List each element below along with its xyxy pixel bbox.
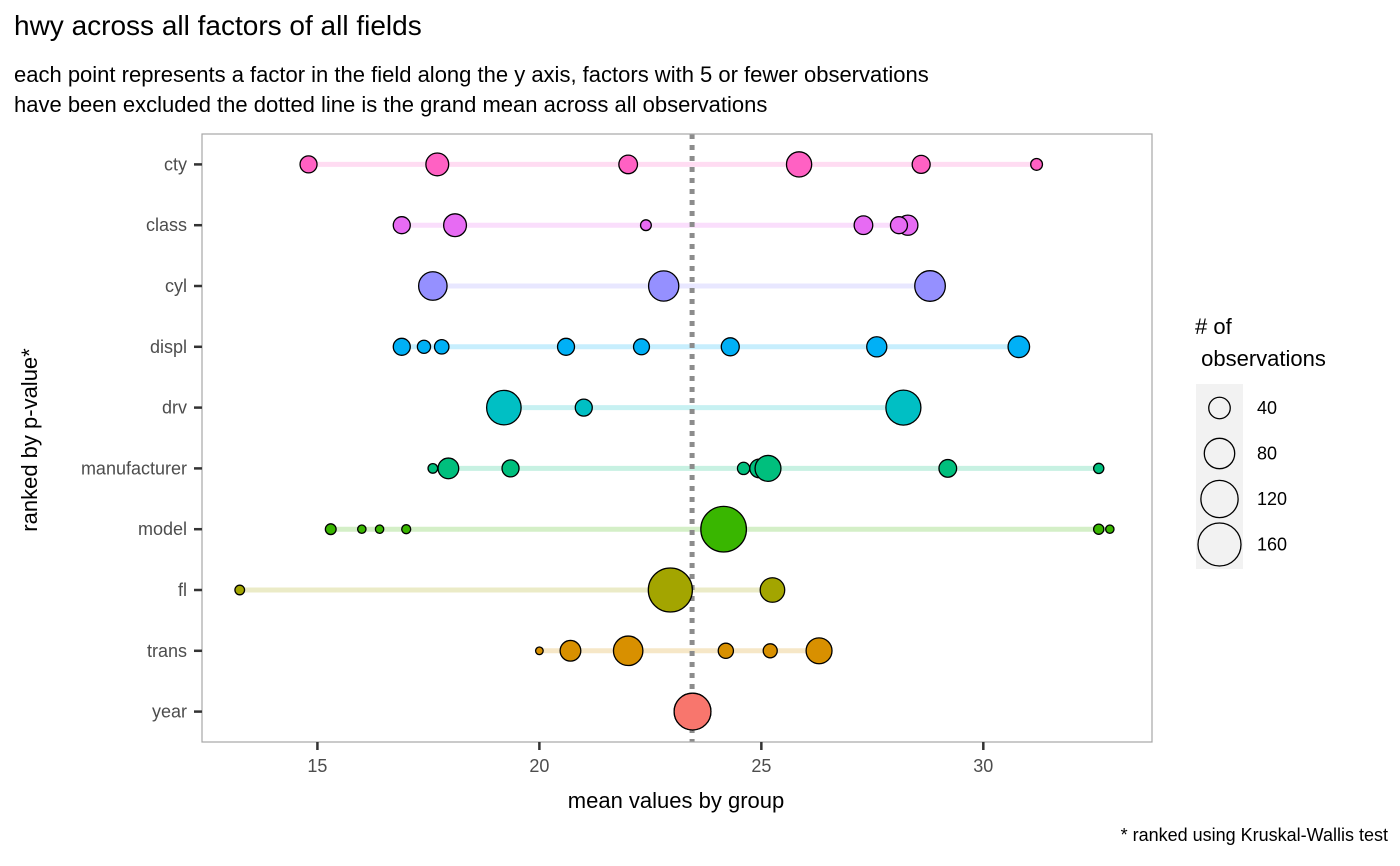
point-model-5	[700, 505, 748, 553]
y-axis-title: ranked by p-value*	[17, 348, 42, 532]
legend-label-160: 160	[1257, 535, 1287, 555]
y-tick-label-displ: displ	[150, 337, 187, 357]
point-trans-1	[534, 646, 544, 656]
point-class-1	[392, 216, 411, 235]
legend-label-80: 80	[1257, 444, 1277, 464]
y-tick-label-drv: drv	[162, 398, 187, 418]
point-cyl-3	[914, 270, 946, 302]
point-class-4	[853, 215, 874, 236]
legend-key-160	[1197, 522, 1242, 567]
y-tick-label-trans: trans	[147, 641, 187, 661]
legend-key-40	[1208, 396, 1231, 420]
point-displ-5	[632, 338, 651, 356]
panel-border	[201, 133, 1153, 743]
legend-label-120: 120	[1257, 489, 1287, 509]
point-class-3	[639, 219, 652, 232]
point-trans-6	[805, 637, 833, 665]
point-class-6	[889, 216, 909, 235]
point-manufacturer-3	[501, 459, 520, 478]
y-tick-label-cyl: cyl	[165, 276, 187, 296]
point-displ-2	[416, 339, 432, 355]
y-tick-label-class: class	[146, 215, 187, 235]
point-trans-5	[762, 643, 778, 659]
point-year-2	[673, 692, 712, 731]
y-tick-label-manufacturer: manufacturer	[81, 458, 187, 478]
point-cty-3	[618, 154, 639, 175]
subtitle-line-1: each point represents a factor in the fi…	[14, 62, 929, 87]
legend-title-line-1: # of	[1195, 314, 1233, 339]
point-model-1	[324, 523, 337, 536]
point-drv-3	[885, 389, 922, 426]
point-cyl-2	[647, 270, 680, 302]
point-displ-8	[1007, 335, 1031, 359]
legend-title-line-2: observations	[1195, 346, 1326, 371]
point-displ-4	[556, 337, 576, 356]
point-displ-7	[866, 336, 888, 358]
point-fl-3	[759, 577, 786, 603]
point-class-2	[442, 213, 468, 238]
point-drv-1	[485, 389, 522, 426]
point-model-6	[1092, 523, 1105, 535]
point-cty-5	[911, 154, 931, 175]
legend-key-120	[1200, 479, 1239, 519]
point-manufacturer-2	[437, 457, 460, 480]
y-tick-label-fl: fl	[178, 580, 187, 600]
point-manufacturer-7	[938, 458, 958, 478]
point-manufacturer-6	[754, 454, 782, 482]
x-tick-label-20: 20	[529, 756, 549, 776]
chart-subtitle: each point represents a factor in the fi…	[14, 60, 929, 120]
y-tick-label-model: model	[138, 519, 187, 539]
point-cty-1	[299, 155, 318, 174]
point-trans-3	[612, 635, 644, 667]
size-legend: # of observations 40 80 120 160	[1195, 314, 1326, 569]
y-tick-label-year: year	[152, 702, 187, 722]
legend-keys: 40 80 120 160	[1197, 396, 1287, 567]
x-axis-title: mean values by group	[568, 788, 784, 813]
point-fl-1	[234, 584, 246, 596]
point-displ-6	[720, 337, 740, 357]
point-manufacturer-4	[736, 461, 751, 476]
point-model-7	[1105, 524, 1115, 535]
point-cyl-1	[417, 271, 448, 301]
point-cty-4	[785, 151, 813, 178]
y-tick-label-cty: cty	[164, 154, 187, 174]
chart-caption: * ranked using Kruskal-Wallis test	[1120, 825, 1388, 845]
axes: cty class cyl displ drv manufacturer model fl tr…	[81, 133, 1153, 776]
point-model-2	[356, 524, 367, 535]
point-manufacturer-1	[427, 462, 439, 474]
point-model-4	[401, 524, 412, 535]
legend-key-80	[1203, 437, 1236, 470]
point-drv-2	[574, 398, 593, 417]
point-cty-2	[425, 152, 450, 177]
panel-background	[202, 134, 1152, 742]
point-model-3	[374, 524, 385, 535]
x-tick-label-25: 25	[751, 756, 771, 776]
point-trans-4	[717, 642, 735, 660]
subtitle-line-2: have been excluded the dotted line is th…	[14, 92, 768, 117]
x-tick-label-30: 30	[973, 756, 993, 776]
point-fl-2	[647, 567, 694, 613]
point-cty-6	[1030, 157, 1044, 171]
point-displ-3	[433, 338, 450, 355]
point-displ-1	[392, 337, 411, 356]
point-trans-2	[559, 639, 582, 662]
point-manufacturer-8	[1092, 462, 1105, 475]
legend-label-40: 40	[1257, 398, 1277, 418]
chart-title: hwy across all factors of all fields	[14, 10, 422, 41]
plot-panel	[202, 134, 1152, 742]
x-tick-label-15: 15	[307, 756, 327, 776]
